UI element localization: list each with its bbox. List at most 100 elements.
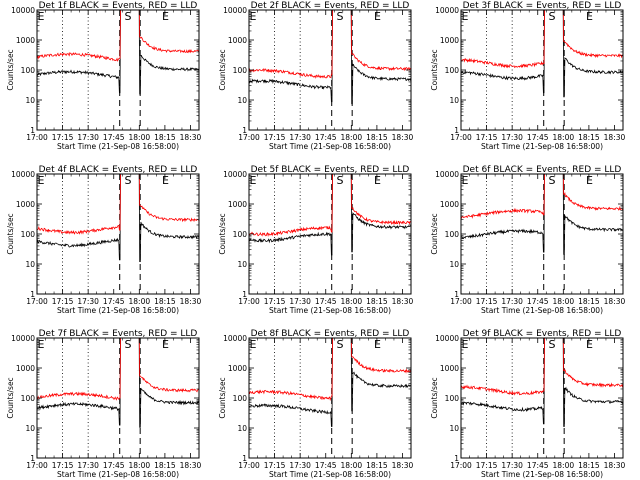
marker-e: E: [250, 10, 257, 23]
y-tick-label: 100: [445, 66, 460, 75]
x-tick-label: 18:00: [129, 461, 151, 470]
y-tick-label: 100: [21, 230, 36, 239]
x-tick-label: 17:00: [238, 297, 260, 306]
events-series-line: [37, 338, 199, 428]
y-tick-label: 10000: [223, 334, 247, 343]
y-axis-label: Counts/sec: [430, 49, 439, 90]
x-tick-label: 18:15: [154, 461, 176, 470]
x-tick-label: 17:15: [476, 461, 498, 470]
panel-title: Det 1f BLACK = Events, RED = LLD: [39, 1, 198, 11]
lld-series-line: [461, 174, 623, 219]
x-tick-label: 17:30: [77, 297, 99, 306]
x-tick-label: 18:30: [180, 133, 202, 142]
events-series-line: [461, 10, 623, 98]
lld-series-line: [37, 10, 199, 62]
y-tick-label: 1: [242, 454, 247, 463]
x-axis-label: Start Time (21-Sep-08 16:58:00): [269, 142, 391, 151]
y-tick-label: 1000: [440, 36, 459, 45]
lld-series-line: [461, 338, 623, 396]
y-tick-label: 1000: [228, 364, 247, 373]
y-tick-label: 1000: [228, 36, 247, 45]
y-axis-label: Counts/sec: [430, 213, 439, 254]
x-tick-label: 18:00: [553, 297, 575, 306]
marker-e: E: [162, 174, 169, 187]
y-tick-label: 1000: [440, 364, 459, 373]
marker-e: E: [162, 10, 169, 23]
x-tick-label: 18:00: [553, 461, 575, 470]
x-tick-label: 18:30: [604, 133, 626, 142]
marker-e: E: [38, 10, 45, 23]
y-tick-label: 1: [30, 290, 35, 299]
panel-title: Det 5f BLACK = Events, RED = LLD: [251, 165, 410, 175]
y-tick-label: 10000: [11, 6, 35, 15]
marker-e: E: [162, 338, 169, 351]
x-axis-label: Start Time (21-Sep-08 16:58:00): [57, 306, 179, 315]
x-tick-label: 17:15: [476, 297, 498, 306]
y-tick-label: 1000: [228, 200, 247, 209]
lld-series-line: [249, 338, 411, 402]
x-tick-label: 18:15: [366, 297, 388, 306]
y-tick-label: 10: [237, 260, 247, 269]
y-axis-label: Counts/sec: [218, 377, 227, 418]
x-tick-label: 17:45: [527, 133, 549, 142]
y-tick-label: 10000: [11, 170, 35, 179]
y-tick-label: 100: [445, 230, 460, 239]
y-tick-label: 10: [449, 260, 459, 269]
marker-e: E: [462, 10, 469, 23]
x-tick-label: 18:15: [578, 461, 600, 470]
panel-title: Det 2f BLACK = Events, RED = LLD: [251, 1, 410, 11]
y-tick-label: 10000: [223, 170, 247, 179]
marker-s: S: [548, 10, 555, 23]
marker-e: E: [374, 10, 381, 23]
x-tick-label: 17:30: [289, 297, 311, 306]
panel-title: Det 3f BLACK = Events, RED = LLD: [463, 1, 622, 11]
x-tick-label: 17:30: [77, 461, 99, 470]
y-tick-label: 1000: [16, 200, 35, 209]
marker-s: S: [336, 338, 343, 351]
marker-e: E: [38, 174, 45, 187]
marker-s: S: [124, 174, 131, 187]
x-tick-label: 17:00: [450, 461, 472, 470]
x-tick-label: 17:30: [501, 133, 523, 142]
x-tick-label: 17:30: [289, 461, 311, 470]
panel-title: Det 6f BLACK = Events, RED = LLD: [463, 165, 622, 175]
y-tick-label: 1: [242, 290, 247, 299]
y-tick-label: 1000: [16, 36, 35, 45]
x-tick-label: 17:15: [52, 461, 74, 470]
marker-s: S: [548, 174, 555, 187]
y-axis-label: Counts/sec: [218, 49, 227, 90]
x-tick-label: 18:30: [392, 133, 414, 142]
y-tick-label: 1000: [440, 200, 459, 209]
x-tick-label: 17:15: [52, 133, 74, 142]
x-tick-label: 17:00: [26, 461, 48, 470]
events-series-line: [461, 174, 623, 255]
y-tick-label: 100: [233, 394, 248, 403]
marker-e: E: [250, 174, 257, 187]
y-tick-label: 1: [454, 290, 459, 299]
marker-e: E: [462, 338, 469, 351]
x-tick-label: 18:30: [180, 461, 202, 470]
x-tick-label: 17:00: [26, 297, 48, 306]
x-tick-label: 17:45: [527, 297, 549, 306]
marker-e: E: [586, 338, 593, 351]
y-tick-label: 1: [30, 454, 35, 463]
y-tick-label: 1000: [16, 364, 35, 373]
x-tick-label: 18:30: [604, 297, 626, 306]
x-tick-label: 17:00: [238, 133, 260, 142]
x-tick-label: 17:45: [103, 297, 125, 306]
marker-s: S: [548, 338, 555, 351]
x-tick-label: 18:30: [180, 297, 202, 306]
marker-e: E: [374, 174, 381, 187]
x-tick-label: 17:00: [450, 133, 472, 142]
x-tick-label: 18:00: [129, 133, 151, 142]
plot-frame: [460, 9, 624, 131]
y-tick-label: 10: [25, 96, 35, 105]
marker-e: E: [374, 338, 381, 351]
marker-e: E: [586, 10, 593, 23]
